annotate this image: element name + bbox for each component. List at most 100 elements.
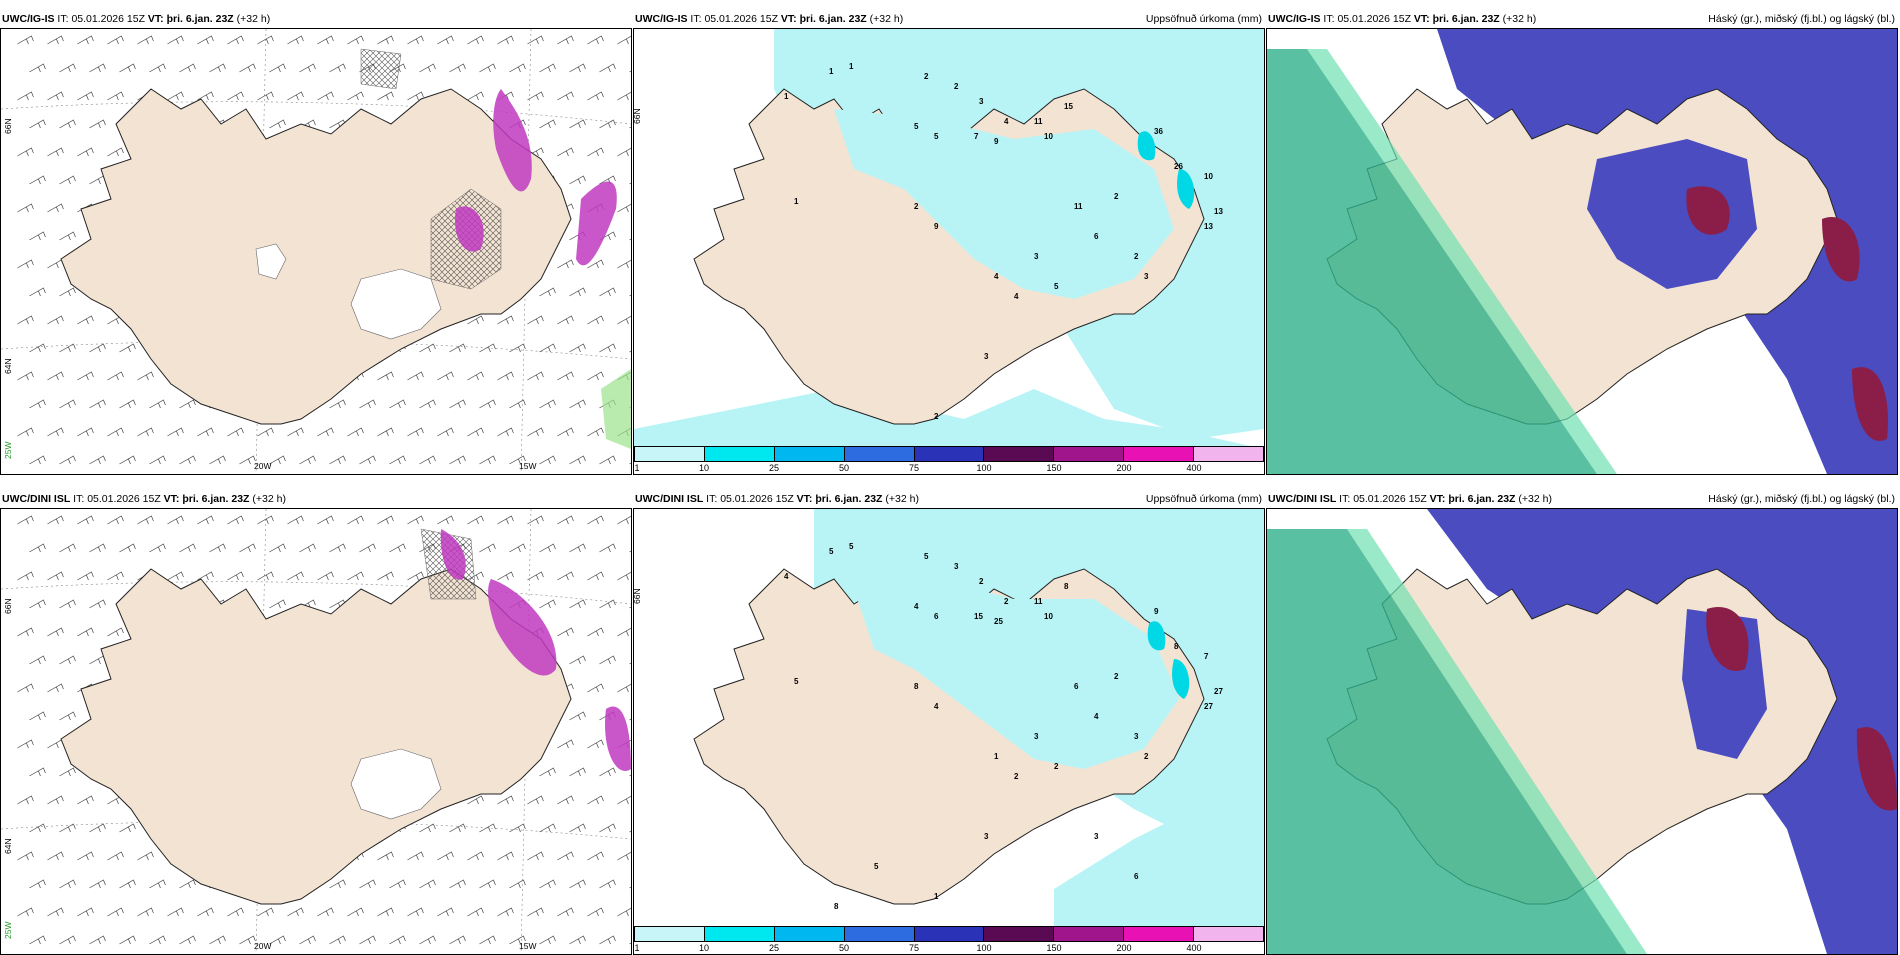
map-frame[interactable] bbox=[1266, 28, 1898, 475]
wind-barb bbox=[629, 350, 631, 353]
wind-barb bbox=[599, 935, 616, 945]
wind-barb bbox=[89, 399, 106, 409]
wind-barb bbox=[527, 315, 544, 325]
wind-barb bbox=[119, 823, 136, 833]
wind-barb bbox=[89, 823, 106, 833]
precip-heavy bbox=[1172, 659, 1190, 699]
init-time: 05.01.2026 15Z bbox=[1353, 493, 1427, 505]
snowfall-magenta bbox=[576, 181, 617, 266]
wind-barb bbox=[629, 886, 631, 889]
wind-barb bbox=[77, 627, 94, 637]
wind-barb bbox=[17, 683, 34, 693]
wind-barb bbox=[257, 515, 274, 525]
colorbar-cell bbox=[635, 447, 705, 461]
wind-map bbox=[1, 29, 631, 474]
colorbar-tick: 10 bbox=[698, 943, 710, 953]
wind-barb bbox=[17, 315, 34, 325]
snowfall-magenta bbox=[455, 206, 484, 252]
map-frame[interactable]: 1 1 2 2 3 4 5 5 7 9 11 10 15 36 26 10 13 13 2 9 1 1 11 6 2 2 3 4 4 3 5… bbox=[633, 28, 1265, 475]
wind-barb bbox=[617, 203, 631, 213]
vt-label: VT: bbox=[780, 13, 797, 25]
panel-dini-wind: UWC/DINI ISL IT: 05.01.2026 15Z VT: þri.… bbox=[0, 490, 632, 955]
wind-barb bbox=[347, 571, 364, 581]
colorbar-cell bbox=[774, 927, 845, 941]
wind-barb bbox=[329, 63, 346, 73]
wind-barb bbox=[287, 427, 304, 437]
wind-barb bbox=[479, 399, 496, 409]
precip-value: 4 bbox=[914, 602, 919, 611]
precip-value: 9 bbox=[934, 222, 939, 231]
map-frame[interactable] bbox=[1266, 508, 1898, 955]
wind-barb bbox=[587, 315, 604, 325]
precip-value: 4 bbox=[1004, 117, 1009, 126]
snowfall-magenta bbox=[488, 579, 557, 676]
wind-barb bbox=[137, 851, 154, 861]
wind-barb bbox=[47, 203, 64, 213]
wind-barb bbox=[617, 571, 631, 581]
wind-barb bbox=[29, 175, 46, 185]
wind-barb bbox=[479, 823, 496, 833]
wind-barb bbox=[569, 823, 586, 833]
field-title: Háský (gr.), miðský (fj.bl.) og lágský (… bbox=[1708, 13, 1895, 25]
wind-barb bbox=[479, 343, 496, 353]
wind-barb bbox=[167, 427, 184, 437]
wind-barb bbox=[467, 851, 484, 861]
wind-barb bbox=[557, 907, 574, 917]
wind-barb bbox=[569, 287, 586, 297]
wind-barb bbox=[119, 399, 136, 409]
precip-value: 8 bbox=[834, 902, 839, 911]
colorbar-cell bbox=[844, 447, 915, 461]
wind-barb bbox=[569, 455, 586, 465]
wind-barb bbox=[599, 343, 616, 353]
low-cloud-area bbox=[1852, 367, 1888, 441]
wind-barb bbox=[29, 63, 46, 73]
wind-barb bbox=[587, 35, 604, 45]
wind-barb bbox=[437, 371, 454, 381]
precip-value: 2 bbox=[1144, 752, 1149, 761]
wind-barb bbox=[107, 851, 124, 861]
wind-barb bbox=[107, 515, 124, 525]
wind-barb bbox=[47, 907, 64, 917]
wind-barb bbox=[359, 399, 376, 409]
wind-barb bbox=[629, 718, 631, 721]
map-frame[interactable]: 66N 64N 25W 20W 15W bbox=[0, 508, 632, 955]
field-title: Uppsöfnuð úrkoma (mm) bbox=[1145, 13, 1262, 25]
precip-value: 4 bbox=[934, 702, 939, 711]
wind-barb bbox=[17, 515, 34, 525]
wind-barb bbox=[419, 823, 436, 833]
wind-barb bbox=[59, 543, 76, 553]
wind-barb bbox=[539, 287, 556, 297]
wind-barb bbox=[347, 35, 364, 45]
lead-time: (+32 h) bbox=[885, 493, 919, 505]
panel-ig-is-cloud: UWC/IG-IS IT: 05.01.2026 15Z VT: þri. 6.… bbox=[1266, 10, 1898, 475]
precip-value: 11 bbox=[1034, 597, 1043, 606]
wind-barb bbox=[389, 543, 406, 553]
precip-value: 5 bbox=[794, 677, 799, 686]
wind-barb bbox=[239, 63, 256, 73]
colorbar-tick: 75 bbox=[908, 463, 920, 473]
wind-barb bbox=[437, 907, 454, 917]
map-frame[interactable]: 66N 64N 25W 20W 15W bbox=[0, 28, 632, 475]
precip-value: 26 bbox=[1174, 162, 1183, 171]
wind-barb bbox=[629, 238, 631, 241]
precip-heavy bbox=[1137, 131, 1156, 161]
precip-value: 6 bbox=[934, 612, 939, 621]
wind-barb bbox=[239, 935, 256, 945]
wind-barb bbox=[149, 543, 166, 553]
wind-barb bbox=[59, 175, 76, 185]
wind-barb bbox=[527, 851, 544, 861]
init-time: 05.01.2026 15Z bbox=[720, 493, 794, 505]
wind-barb bbox=[227, 35, 244, 45]
wind-barb bbox=[227, 427, 244, 437]
map-frame[interactable]: 5 5 5 3 2 2 4 6 15 25 11 10 8 9 8 7 27 27 8 4 4 5 6 4 2 3 2 1 2 3 2 3 1 8… bbox=[633, 508, 1265, 955]
wind-barb bbox=[389, 455, 406, 465]
wind-barb bbox=[479, 543, 496, 553]
precip-value: 6 bbox=[1134, 872, 1139, 881]
precip-value: 9 bbox=[994, 137, 999, 146]
wind-barb bbox=[479, 455, 496, 465]
precip-colorbar: 1 10 25 50 75 100 150 200 400 bbox=[634, 446, 1264, 474]
precip-value: 2 bbox=[914, 202, 919, 211]
precip-value: 2 bbox=[1114, 672, 1119, 681]
panel-header: UWC/DINI ISL IT: 05.01.2026 15Z VT: þri.… bbox=[633, 490, 1265, 508]
wind-barb bbox=[107, 571, 124, 581]
